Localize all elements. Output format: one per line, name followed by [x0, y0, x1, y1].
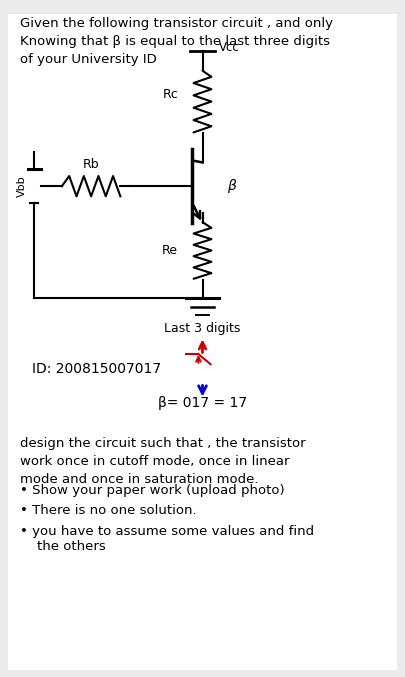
Text: β: β [227, 179, 236, 193]
Text: Re: Re [162, 244, 178, 257]
Text: Last 3 digits: Last 3 digits [164, 322, 241, 335]
Text: design the circuit such that , the transistor
work once in cutoff mode, once in : design the circuit such that , the trans… [20, 437, 306, 485]
Text: ID: 200815007017: ID: 200815007017 [32, 362, 162, 376]
Text: Vcc: Vcc [219, 41, 239, 54]
Text: β= 017 = 17: β= 017 = 17 [158, 396, 247, 410]
FancyBboxPatch shape [8, 14, 397, 670]
Text: • you have to assume some values and find
    the others: • you have to assume some values and fin… [20, 525, 314, 552]
Text: Given the following transistor circuit , and only
Knowing that β is equal to the: Given the following transistor circuit ,… [20, 17, 333, 66]
Text: • There is no one solution.: • There is no one solution. [20, 504, 197, 517]
Text: Rb: Rb [83, 158, 100, 171]
Text: Vbb: Vbb [17, 175, 27, 197]
Text: Rc: Rc [162, 88, 178, 102]
Text: • Show your paper work (upload photo): • Show your paper work (upload photo) [20, 484, 285, 497]
